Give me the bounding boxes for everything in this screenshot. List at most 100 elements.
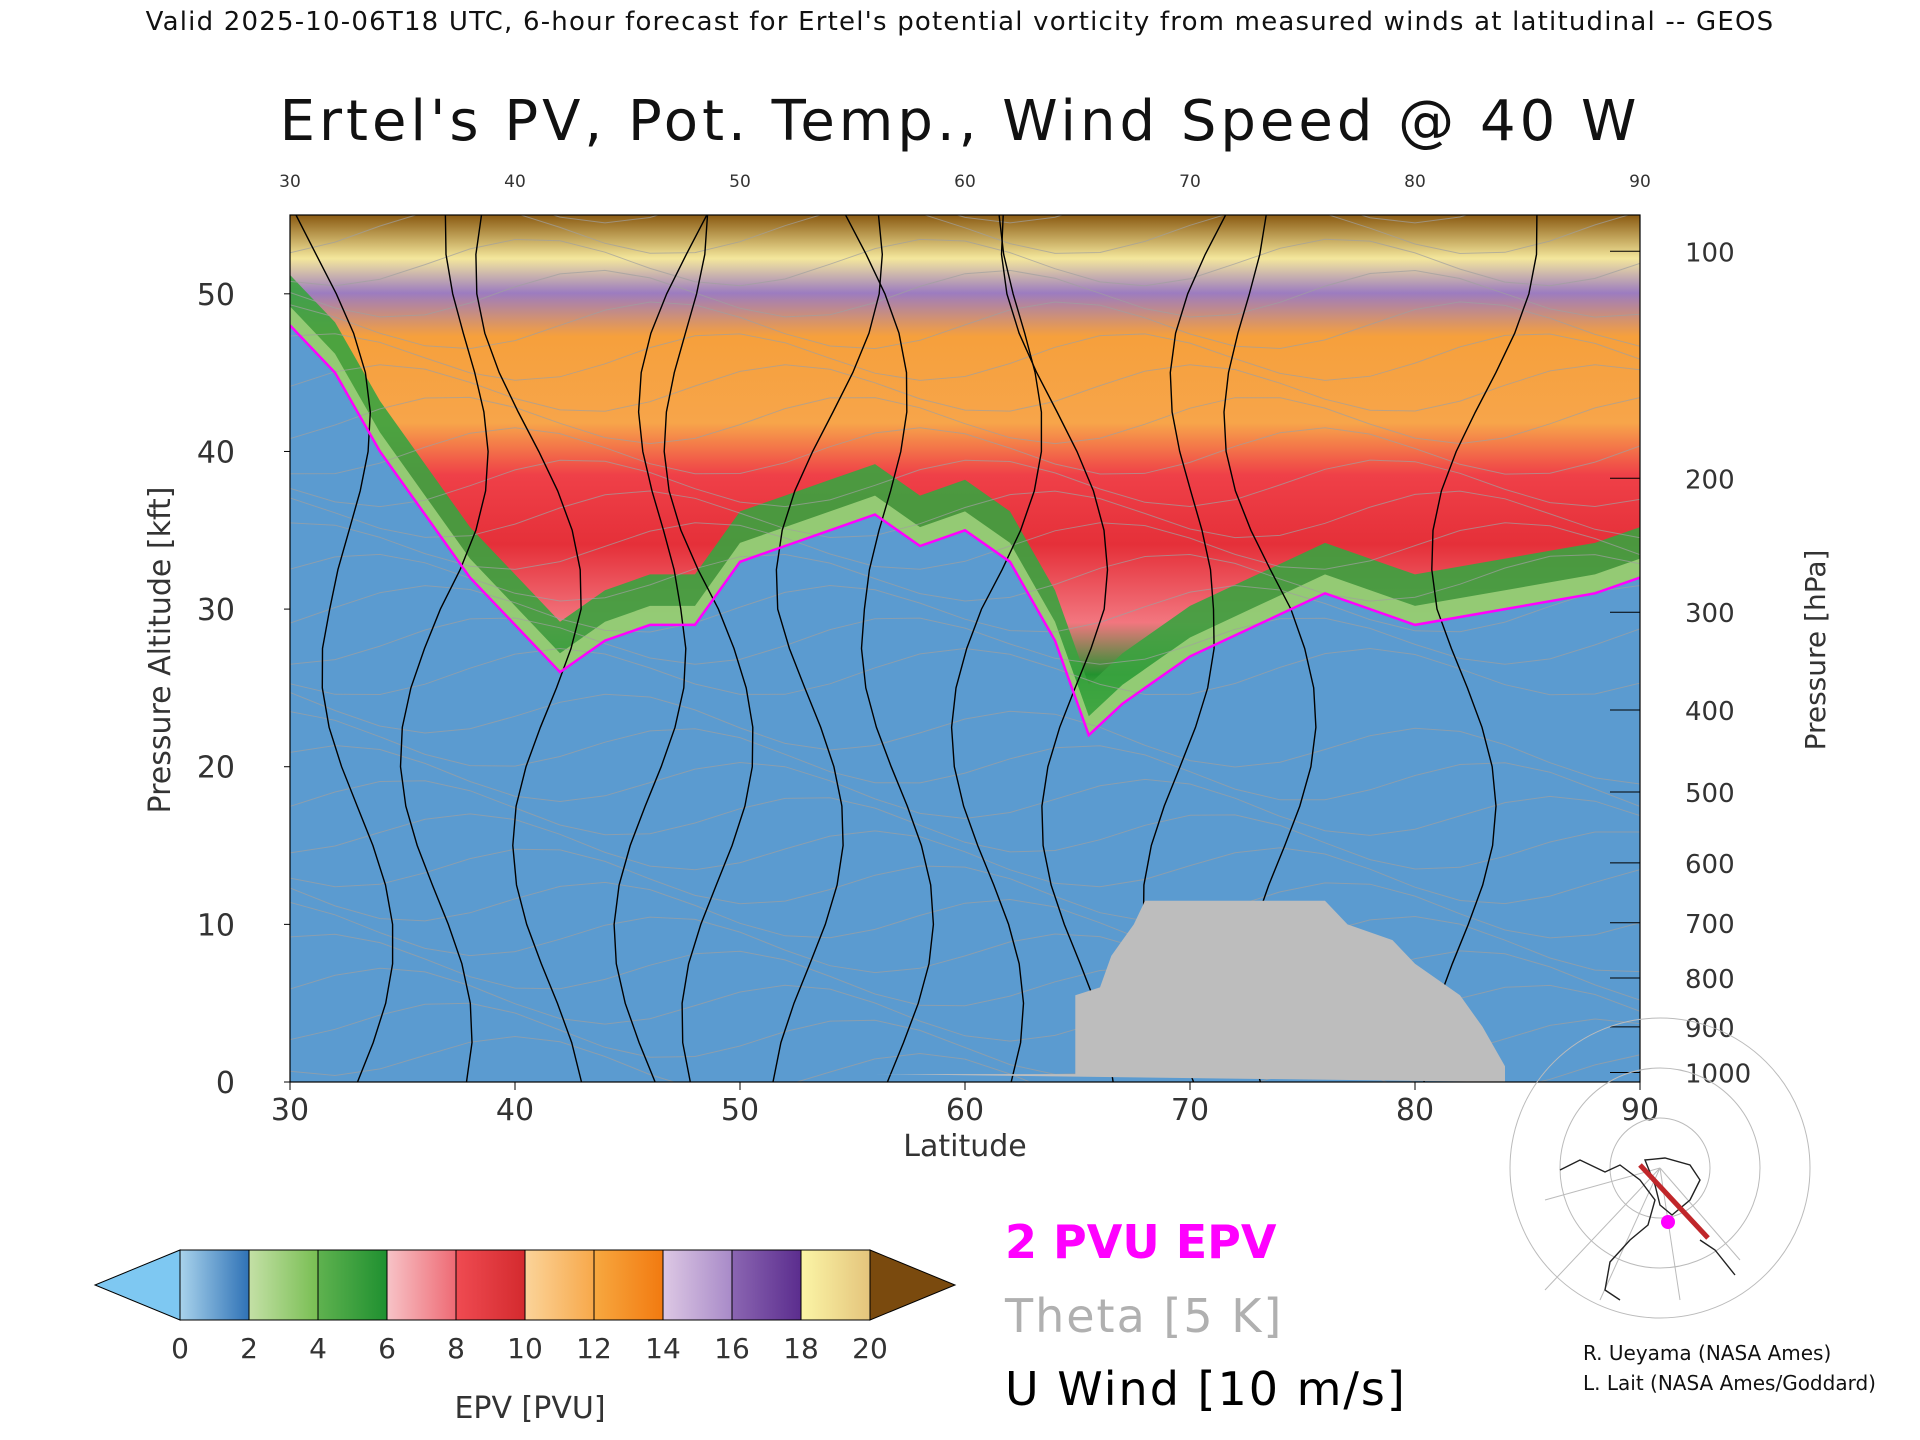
theta-contour: [290, 692, 1640, 785]
x-tick-label-top: 80: [1404, 172, 1426, 192]
pressure-tick-label: 500: [1685, 779, 1735, 809]
theta-contour: [290, 301, 1640, 350]
pressure-tick-label: 800: [1685, 965, 1735, 995]
plot-area: [290, 215, 1640, 1082]
y-tick-label: 0: [216, 1066, 235, 1101]
colorbar-tick-label: 0: [171, 1332, 189, 1365]
theta-contour: [290, 396, 1640, 445]
theta-contour: [290, 780, 1640, 870]
pv-2pvu-contour: [290, 324, 1640, 738]
colorbar-tick-label: 10: [507, 1332, 543, 1365]
credit-line-2: L. Lait (NASA Ames/Goddard): [1583, 1371, 1876, 1395]
colorbar-bin: [524, 1249, 595, 1321]
y-tick-label: 10: [197, 908, 235, 943]
plot-clip-group: [290, 215, 1640, 1082]
y-axis-label-right: Pressure [hPa]: [1799, 550, 1832, 751]
colorbar-tick-label: 6: [378, 1332, 396, 1365]
wind-contour: [295, 215, 394, 1082]
x-tick-label: 90: [1621, 1093, 1659, 1128]
colorbar-bin: [455, 1249, 526, 1321]
colorbar-label: EPV [PVU]: [454, 1391, 605, 1426]
location-dot: [1661, 1215, 1675, 1229]
section-inset-map: [1509, 1017, 1811, 1319]
colorbar-bin: [179, 1249, 250, 1321]
credit-line-1: R. Ueyama (NASA Ames): [1583, 1341, 1831, 1365]
theta-contour: [290, 901, 1640, 1001]
colorbar-bin: [800, 1249, 871, 1321]
pressure-tick-label: 100: [1685, 238, 1735, 268]
theta-contour: [290, 215, 1630, 255]
theta-contour: [290, 459, 1640, 508]
colorbar-tick-label: 12: [576, 1332, 612, 1365]
theta-contour: [290, 711, 1640, 807]
theta-contour: [290, 333, 1640, 381]
x-tick-label: 50: [721, 1093, 759, 1128]
colorbar-bin: [593, 1249, 664, 1321]
epv-light-green-band: [290, 306, 1640, 736]
x-tick-label-top: 40: [504, 172, 526, 192]
colorbar-bin: [248, 1249, 319, 1321]
y-tick-label: 30: [197, 593, 235, 628]
theta-contour: [290, 848, 1640, 939]
theta-contour: [290, 553, 1640, 602]
x-tick-label: 30: [271, 1093, 309, 1128]
wind-contour: [663, 215, 754, 1082]
x-tick-label: 40: [496, 1093, 534, 1128]
section-line: [1638, 1163, 1710, 1240]
pressure-tick-label: 400: [1685, 697, 1735, 727]
theta-contour: [290, 269, 1640, 318]
theta-contour: [290, 744, 1640, 836]
colorbar-bin: [386, 1249, 457, 1321]
y-tick-label: 40: [197, 435, 235, 470]
theta-contour: [290, 617, 1640, 665]
colorbar-under-arrow: [93, 1249, 181, 1321]
x-tick-label: 70: [1171, 1093, 1209, 1128]
x-tick-label-top: 90: [1629, 172, 1651, 192]
colorbar-bin: [731, 1249, 802, 1321]
theta-contour: [290, 364, 1640, 412]
theta-contour: [290, 881, 1640, 973]
legend-item-theta: Theta [5 K]: [1004, 1289, 1283, 1343]
wind-contour: [1423, 215, 1538, 1082]
wind-contour: [772, 215, 884, 1082]
colorbar: 0 2 4 6 8 10 12 14 16 18 20: [93, 1249, 957, 1365]
colorbar-tick-label: 14: [645, 1332, 681, 1365]
legend-item-epv: 2 PVU EPV: [1005, 1215, 1277, 1269]
chart-title: Ertel's PV, Pot. Temp., Wind Speed @ 40 …: [280, 89, 1641, 154]
pressure-tick-label: 300: [1685, 599, 1735, 629]
pressure-tick-label: 600: [1685, 850, 1735, 880]
x-tick-label-top: 70: [1179, 172, 1201, 192]
header-valid-line: Valid 2025-10-06T18 UTC, 6-hour forecast…: [146, 7, 1775, 37]
colorbar-bin: [662, 1249, 733, 1321]
colorbar-over-arrow: [869, 1249, 957, 1321]
x-tick-label-top: 30: [279, 172, 301, 192]
pressure-tick-label: 200: [1685, 465, 1735, 495]
colorbar-bin: [317, 1249, 388, 1321]
y-tick-label: 20: [197, 751, 235, 786]
pressure-tick-label: 900: [1685, 1014, 1735, 1044]
theta-contour: [290, 584, 1640, 633]
x-axis-label: Latitude: [903, 1129, 1026, 1164]
theta-contour: [290, 522, 1640, 570]
colorbar-tick-label: 18: [783, 1332, 819, 1365]
colorbar-tick-label: 4: [309, 1332, 327, 1365]
theta-contour: [290, 647, 1640, 696]
wind-contour: [475, 215, 583, 1082]
legend-item-wind: U Wind [10 m/s]: [1005, 1362, 1407, 1416]
theta-contour: [551, 215, 1468, 224]
colorbar-tick-label: 20: [852, 1332, 888, 1365]
colorbar-tick-label: 16: [714, 1332, 750, 1365]
axes: 3030404050506060707080809090010203040501…: [197, 172, 1751, 1128]
y-tick-label: 50: [197, 278, 235, 313]
theta-contour: [290, 490, 1640, 539]
legend: 2 PVU EPV Theta [5 K] U Wind [10 m/s]: [1004, 1215, 1407, 1416]
terrain-mask: [875, 900, 1505, 1082]
wind-contour: [950, 215, 1043, 1082]
theta-contour: [290, 1035, 1389, 1082]
wind-contour: [613, 215, 708, 1082]
x-tick-label: 60: [946, 1093, 984, 1128]
colorbar-tick-label: 2: [240, 1332, 258, 1365]
theta-contour: [290, 427, 1640, 475]
colorbar-tick-label: 8: [447, 1332, 465, 1365]
